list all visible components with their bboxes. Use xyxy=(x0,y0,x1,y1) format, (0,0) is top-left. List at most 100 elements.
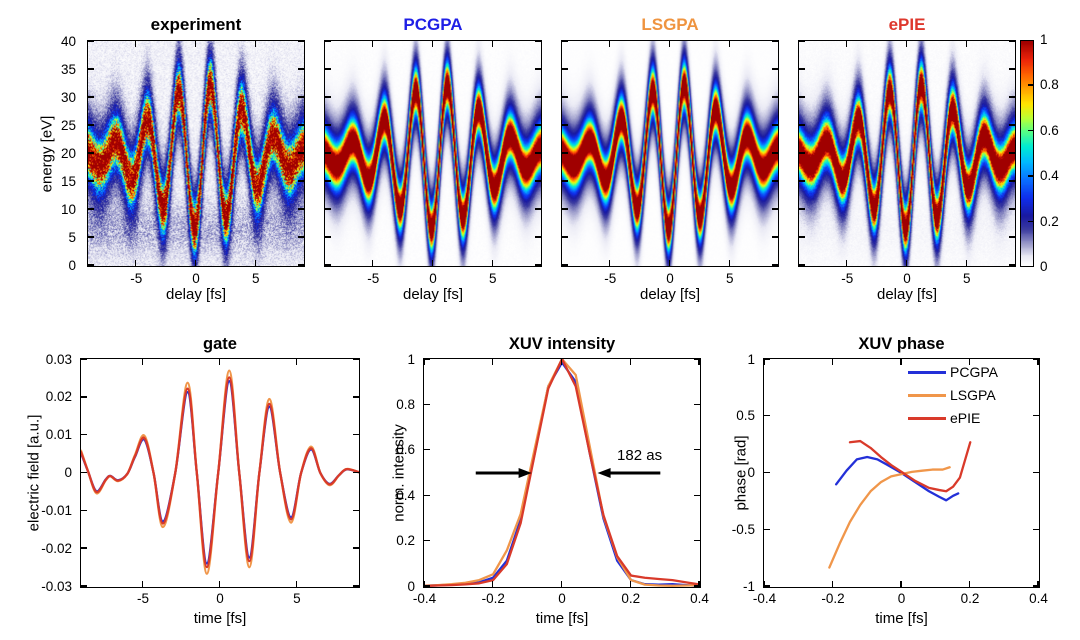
y-tick-label: -0.02 xyxy=(41,540,72,556)
y-tick-mark xyxy=(1009,152,1015,154)
y-tick-mark xyxy=(772,40,778,42)
y-tick-mark xyxy=(562,96,568,98)
y-tick-mark xyxy=(535,264,541,266)
x-axis-label: delay [fs] xyxy=(639,286,701,303)
y-tick-mark xyxy=(325,124,331,126)
legend-line-swatch xyxy=(908,416,946,420)
y-tick-label: 0.2 xyxy=(396,533,415,549)
y-tick-mark xyxy=(1009,96,1015,98)
y-tick-mark xyxy=(325,152,331,154)
x-axis-label: delay [fs] xyxy=(165,286,227,303)
y-tick-mark xyxy=(1033,358,1039,360)
spectrogram-panel-lsgpa xyxy=(561,40,779,267)
x-tick-label: 0 xyxy=(558,591,566,606)
colorbar-tick-mark xyxy=(1028,129,1033,132)
y-tick-label: 0.4 xyxy=(396,487,415,503)
y-tick-mark xyxy=(694,494,700,496)
y-tick-mark xyxy=(1009,180,1015,182)
colorbar-tick-label: 0 xyxy=(1040,259,1048,274)
x-tick-mark xyxy=(141,359,144,365)
y-tick-label: 1 xyxy=(407,351,415,367)
y-tick-mark xyxy=(298,96,304,98)
x-axis-label: delay [fs] xyxy=(876,286,938,303)
y-tick-label: 25 xyxy=(60,117,76,133)
y-tick-mark xyxy=(88,264,94,266)
y-tick-mark xyxy=(88,40,94,42)
spectrogram-panel-epie xyxy=(798,40,1016,267)
x-tick-label: -5 xyxy=(604,271,617,286)
y-tick-mark xyxy=(424,403,430,406)
y-tick-mark xyxy=(298,236,304,238)
y-tick-mark xyxy=(535,236,541,238)
y-tick-label: 30 xyxy=(60,89,76,105)
y-tick-label: 10 xyxy=(60,201,76,217)
panel-title-epie: ePIE xyxy=(888,15,926,34)
y-tick-mark xyxy=(81,396,87,398)
y-tick-mark xyxy=(88,236,94,238)
y-tick-mark xyxy=(325,264,331,266)
y-tick-mark xyxy=(325,40,331,42)
x-tick-mark xyxy=(431,41,434,47)
x-tick-label: 0 xyxy=(429,271,437,286)
y-tick-mark xyxy=(424,539,430,542)
x-tick-label: 0 xyxy=(897,591,906,606)
x-tick-mark xyxy=(135,260,137,266)
y-tick-mark xyxy=(353,509,359,512)
y-tick-mark xyxy=(81,585,87,587)
x-tick-label: 5 xyxy=(725,271,734,286)
y-tick-label: 40 xyxy=(60,33,76,49)
y-tick-mark xyxy=(562,124,568,126)
x-tick-mark xyxy=(831,581,834,587)
x-tick-label: 0.4 xyxy=(1029,591,1048,606)
y-tick-label: 20 xyxy=(60,145,76,161)
y-tick-mark xyxy=(772,180,778,182)
x-tick-mark xyxy=(968,581,971,587)
x-tick-mark xyxy=(431,260,434,266)
series-pcgpa xyxy=(81,380,359,565)
x-tick-mark xyxy=(609,41,611,47)
spectrogram-canvas xyxy=(562,41,778,266)
legend-line-swatch xyxy=(908,393,946,397)
y-tick-mark xyxy=(298,180,304,182)
spectrogram-canvas xyxy=(88,41,304,266)
y-tick-mark xyxy=(1009,124,1015,126)
y-tick-label: 35 xyxy=(60,61,76,77)
y-tick-mark xyxy=(694,403,700,406)
y-tick-mark xyxy=(764,585,770,587)
x-tick-mark xyxy=(218,359,221,365)
y-axis-label: norm. intensity xyxy=(390,424,408,522)
y-tick-label: 0 xyxy=(64,465,72,480)
x-tick-label: 5 xyxy=(488,271,497,286)
colorbar-tick-label: 0.6 xyxy=(1040,122,1059,138)
legend-line-swatch xyxy=(908,370,946,374)
y-tick-mark xyxy=(325,68,331,70)
y-tick-label: 5 xyxy=(68,229,76,245)
x-tick-label: 0 xyxy=(192,271,200,286)
x-tick-label: 5 xyxy=(251,271,260,286)
colorbar-tick-label: 0.2 xyxy=(1040,213,1059,229)
x-tick-mark xyxy=(668,260,671,266)
y-tick-mark xyxy=(1033,528,1039,530)
x-tick-label: 0.2 xyxy=(621,591,641,606)
y-tick-mark xyxy=(535,96,541,98)
x-tick-mark xyxy=(968,359,971,365)
x-tick-label: 0.4 xyxy=(690,591,709,606)
x-tick-mark xyxy=(763,581,765,587)
x-tick-label: -5 xyxy=(841,271,854,286)
y-tick-mark xyxy=(81,471,87,474)
y-tick-mark xyxy=(88,152,94,154)
y-tick-mark xyxy=(298,68,304,70)
x-tick-mark xyxy=(965,260,967,266)
x-tick-label: -0.4 xyxy=(412,591,437,606)
y-tick-mark xyxy=(562,264,568,266)
y-tick-mark xyxy=(772,236,778,238)
colorbar-tick-mark xyxy=(1028,84,1033,86)
legend-entry-epie: ePIE xyxy=(908,410,980,426)
x-tick-mark xyxy=(423,359,425,365)
y-tick-mark xyxy=(799,208,805,210)
y-axis-label: phase [rad] xyxy=(732,435,750,511)
y-tick-label: 0.01 xyxy=(45,427,72,443)
x-tick-mark xyxy=(965,41,967,47)
x-tick-mark xyxy=(295,359,298,365)
colorbar-tick-label: 1 xyxy=(1040,32,1048,47)
